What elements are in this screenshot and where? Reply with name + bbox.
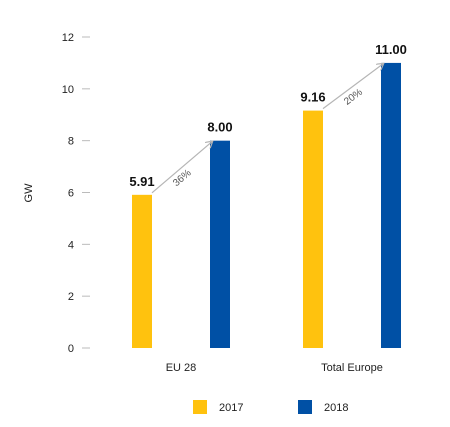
data-label: 8.00 bbox=[207, 120, 232, 135]
category-labels: EU 28 Total Europe bbox=[166, 362, 383, 374]
y-axis-label: GW bbox=[23, 183, 35, 203]
y-tick-label: 4 bbox=[68, 239, 74, 251]
y-tick-label: 2 bbox=[68, 291, 74, 303]
data-label: 11.00 bbox=[375, 42, 407, 57]
legend: 2017 2018 bbox=[193, 400, 348, 414]
growth-arrow bbox=[151, 142, 212, 194]
growth-arrow bbox=[322, 64, 383, 110]
legend-label: 2017 bbox=[219, 402, 243, 414]
y-tick-label: 12 bbox=[62, 32, 74, 44]
bar-2017-1 bbox=[303, 110, 323, 348]
category-label: EU 28 bbox=[166, 362, 197, 374]
legend-label: 2018 bbox=[324, 402, 348, 414]
y-tick-label: 0 bbox=[68, 343, 74, 355]
bar-2018-0 bbox=[210, 140, 230, 348]
data-label: 5.91 bbox=[129, 174, 154, 189]
growth-annotations: 36% 20% bbox=[151, 64, 383, 194]
legend-swatch-2017 bbox=[193, 400, 207, 414]
legend-swatch-2018 bbox=[298, 400, 312, 414]
y-tick-label: 10 bbox=[62, 84, 74, 96]
bars: 5.91 8.00 9.16 11.00 bbox=[129, 42, 407, 349]
bar-2017-0 bbox=[132, 194, 152, 348]
category-label: Total Europe bbox=[321, 362, 383, 374]
data-label: 9.16 bbox=[300, 90, 325, 105]
y-axis: 0 2 4 6 8 10 12 bbox=[62, 32, 90, 355]
growth-percent-label: 20% bbox=[342, 87, 365, 108]
y-tick-label: 8 bbox=[68, 136, 74, 148]
growth-percent-label: 36% bbox=[171, 168, 193, 189]
bar-2018-1 bbox=[381, 62, 401, 349]
y-tick-label: 6 bbox=[68, 188, 74, 200]
